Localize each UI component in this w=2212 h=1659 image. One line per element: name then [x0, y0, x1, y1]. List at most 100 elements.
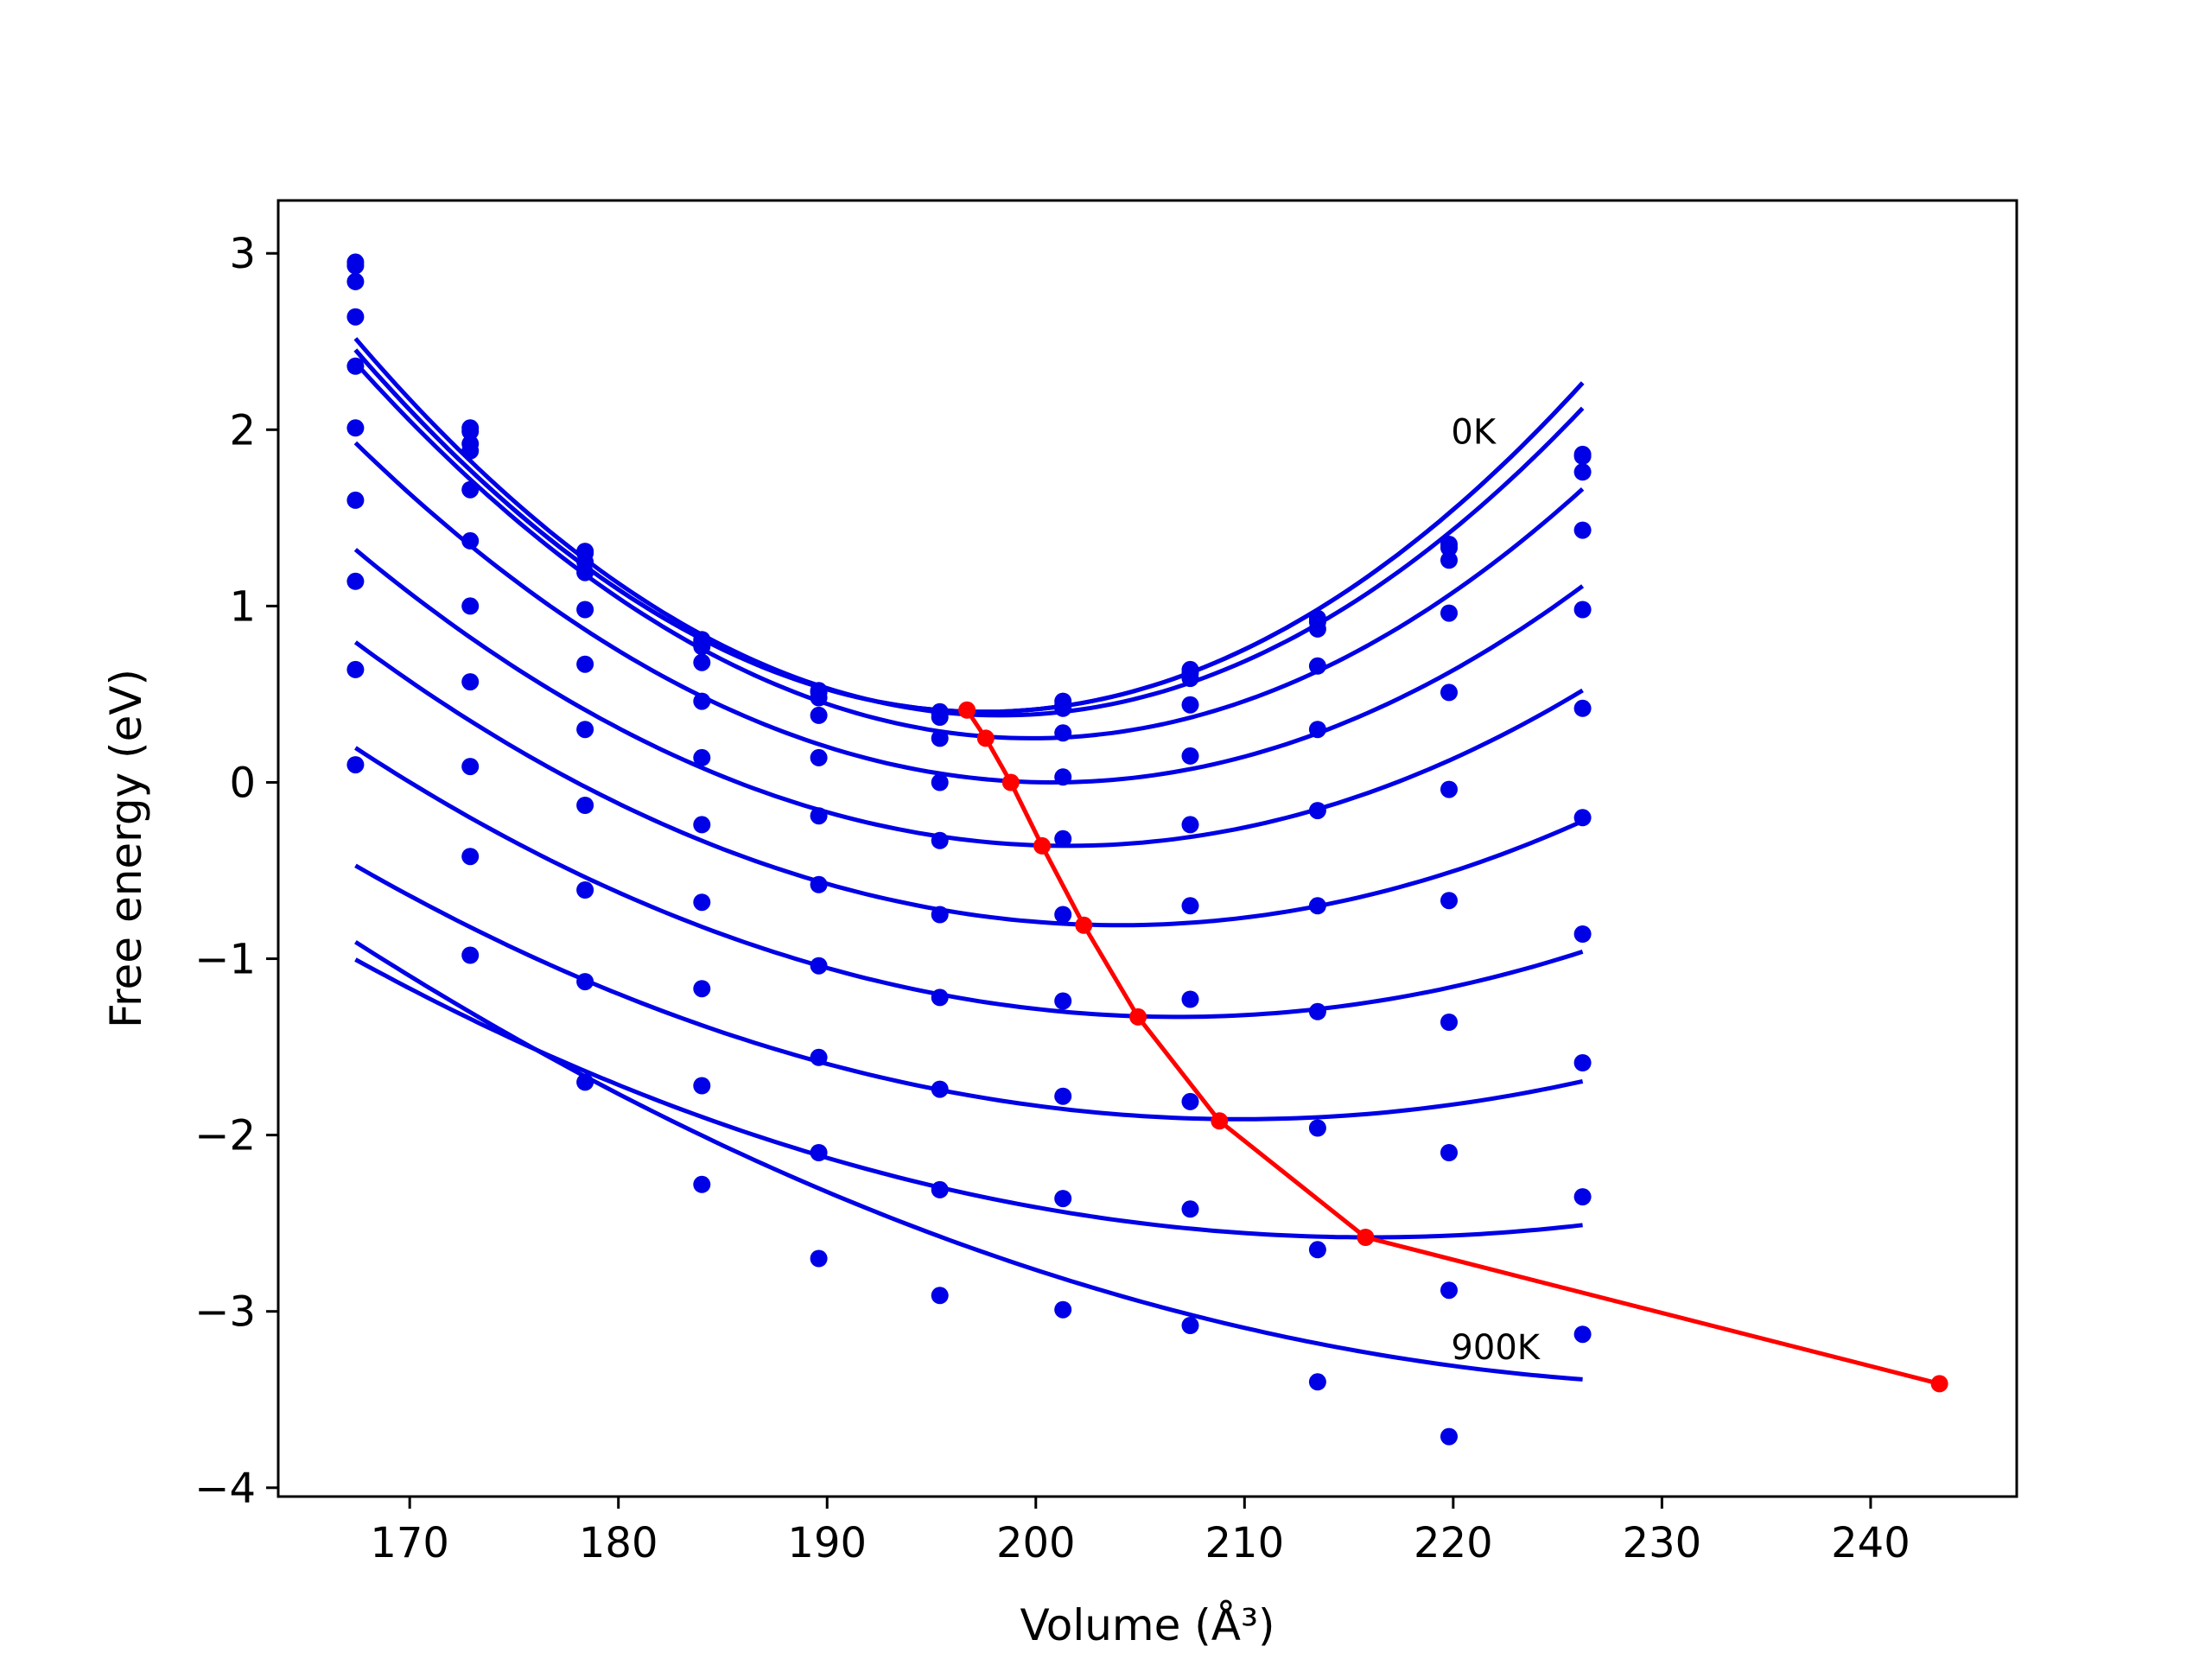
- isotherm-11-point-9: [1308, 1373, 1326, 1391]
- isotherm-7-point-6: [931, 906, 949, 924]
- y-tick-label-7: 3: [229, 230, 256, 278]
- isotherm-7-point-3: [576, 721, 594, 739]
- isotherm-9-point-2: [461, 758, 480, 776]
- isotherm-curve-5: [353, 441, 1585, 785]
- isotherm-11-point-6: [931, 1287, 949, 1305]
- isotherm-10-point-3: [576, 973, 594, 991]
- isotherm-7-point-10: [1440, 892, 1458, 910]
- isotherm-9-point-10: [1440, 1144, 1458, 1161]
- y-tick-label-1: −3: [194, 1288, 256, 1337]
- isotherm-6-point-10: [1440, 780, 1458, 798]
- isotherm-10-point-6: [931, 1180, 949, 1198]
- isotherm-6-point-1: [346, 419, 365, 437]
- isotherm-11-point-7: [1054, 1300, 1072, 1319]
- y-tick-label-6: 2: [229, 406, 256, 454]
- isotherm-2-point-2: [461, 423, 480, 441]
- isotherm-4-point-10: [1440, 604, 1458, 622]
- isotherm-8-point-3: [576, 797, 594, 814]
- isotherm-10-point-2: [461, 848, 480, 866]
- minima-point-2: [976, 729, 995, 747]
- isotherm-6-point-7: [1054, 830, 1072, 848]
- isotherm-6-point-3: [576, 655, 594, 673]
- minima-point-4: [1033, 836, 1051, 855]
- x-axis: 170 180 190 200 210 220 230 240: [370, 1497, 1910, 1567]
- isotherm-9-point-11: [1573, 1054, 1592, 1071]
- plot-area: [346, 253, 1948, 1446]
- isotherm-4-point-5: [810, 706, 828, 724]
- y-axis: −4 −3 −2 −1 0 1 2 3: [194, 230, 278, 1513]
- isotherm-7-point-4: [693, 816, 711, 834]
- isotherm-9-point-8: [1181, 1092, 1199, 1110]
- x-tick-label-230: 230: [1623, 1519, 1702, 1567]
- isotherm-7-point-5: [810, 875, 828, 893]
- isotherm-8-point-10: [1440, 1014, 1458, 1031]
- isotherm-5-point-1: [346, 357, 365, 375]
- isotherm-curve-11: [354, 940, 1583, 1382]
- isotherm-9-point-9: [1308, 1119, 1326, 1137]
- isotherm-5-point-5: [810, 748, 828, 766]
- isotherm-3-point-7: [1054, 699, 1072, 717]
- isotherm-2-point-10: [1440, 539, 1458, 556]
- isotherm-10-point-7: [1054, 1190, 1072, 1208]
- isotherm-4-point-1: [346, 308, 365, 326]
- isotherm-5-point-6: [931, 773, 949, 791]
- annotation-0k: 0K: [1451, 413, 1497, 453]
- isotherm-4-point-11: [1573, 521, 1592, 539]
- isotherm-10-point-5: [810, 1144, 828, 1161]
- annotation-900k: 900K: [1451, 1328, 1541, 1368]
- isotherm-11-point-11: [1573, 1325, 1592, 1344]
- isotherm-5-point-10: [1440, 683, 1458, 702]
- isotherm-6-point-5: [810, 807, 828, 825]
- isotherm-3-point-10: [1440, 551, 1458, 569]
- x-tick-label-210: 210: [1205, 1519, 1285, 1567]
- x-tick-label-240: 240: [1831, 1519, 1910, 1567]
- isotherm-curve-4: [353, 361, 1585, 741]
- isotherm-5-point-11: [1573, 601, 1592, 619]
- isotherm-6-point-4: [693, 748, 711, 766]
- isotherm-5-point-7: [1054, 768, 1072, 786]
- x-tick-label-180: 180: [579, 1519, 658, 1567]
- isotherm-4-point-3: [576, 563, 594, 582]
- isotherm-9-point-1: [346, 660, 365, 678]
- isotherm-8-point-7: [1054, 992, 1072, 1010]
- x-tick-label-200: 200: [996, 1519, 1076, 1567]
- isotherm-curve-10: [354, 957, 1583, 1240]
- isotherm-4-point-4: [693, 653, 711, 671]
- isotherm-2-point-11: [1573, 447, 1592, 465]
- isotherm-5-point-3: [576, 601, 594, 619]
- isotherm-7-point-7: [1054, 906, 1072, 924]
- isotherm-3-point-9: [1308, 620, 1326, 638]
- minima-point-7: [1211, 1112, 1229, 1130]
- isotherm-11-point-4: [693, 1175, 711, 1193]
- x-tick-label-220: 220: [1414, 1519, 1493, 1567]
- isotherm-8-point-4: [693, 893, 711, 912]
- isotherm-9-point-4: [693, 980, 711, 998]
- isotherm-11-point-2: [461, 946, 480, 964]
- isotherm-5-point-9: [1308, 721, 1326, 739]
- isotherm-8-point-5: [810, 957, 828, 975]
- minima-point-5: [1075, 916, 1093, 934]
- isotherm-7-point-8: [1181, 897, 1199, 915]
- isotherm-5-point-8: [1181, 747, 1199, 765]
- plot-frame: [276, 199, 2018, 1498]
- isotherm-11-point-3: [576, 1073, 594, 1091]
- isotherm-curve-7: [353, 640, 1584, 928]
- isotherm-3-point-6: [931, 709, 949, 726]
- isotherm-3-point-4: [693, 638, 711, 656]
- isotherm-9-point-6: [931, 1080, 949, 1098]
- y-tick-label-3: −1: [194, 936, 256, 984]
- isotherm-11-point-10: [1440, 1427, 1458, 1446]
- y-tick-label-2: −2: [194, 1112, 256, 1160]
- isotherm-8-point-2: [461, 673, 480, 691]
- isotherm-8-point-1: [346, 572, 365, 590]
- isotherm-3-point-5: [810, 689, 828, 707]
- isotherm-9-point-3: [576, 881, 594, 899]
- x-tick-label-190: 190: [787, 1519, 867, 1567]
- isotherm-6-point-2: [461, 531, 480, 550]
- minima-point-6: [1129, 1007, 1147, 1026]
- isotherm-8-point-6: [931, 988, 949, 1007]
- annotations: 0K 900K: [1451, 413, 1541, 1368]
- isotherm-7-point-9: [1308, 897, 1326, 915]
